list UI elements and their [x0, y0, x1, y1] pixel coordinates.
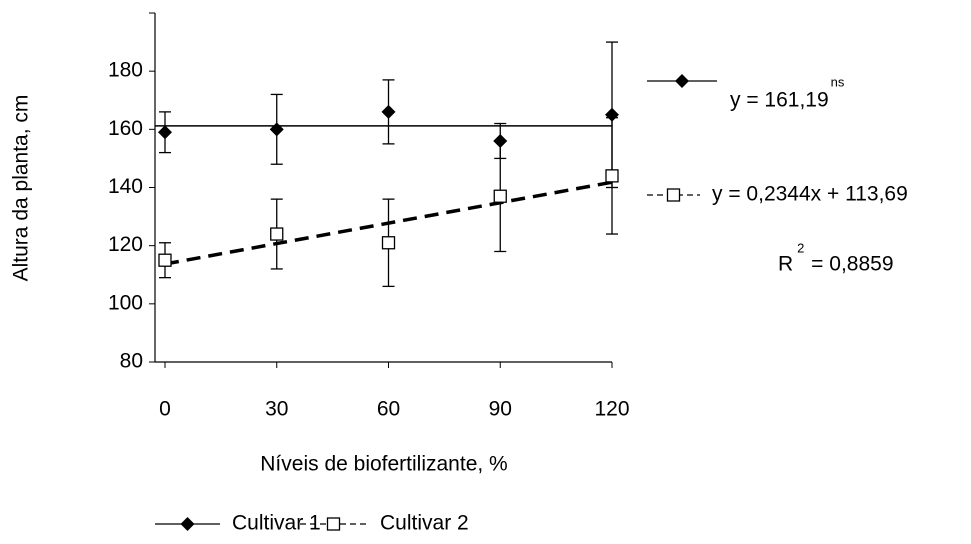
y-tick-label: 160: [108, 117, 143, 140]
trendline-equation: y = 161,19: [730, 89, 829, 112]
y-tick-label: 180: [108, 59, 143, 82]
point: [270, 227, 284, 241]
trendline-equation: y = 0,2344x + 113,69: [712, 183, 908, 206]
y-tick-label: 140: [108, 175, 143, 198]
x-axis-label: Níveis de biofertilizante, %: [260, 453, 507, 476]
point: [605, 169, 619, 183]
point: [158, 125, 172, 140]
legend-label: Cultivar 1: [232, 512, 321, 535]
y-tick-label: 80: [120, 350, 143, 373]
trendline-superscript: ns: [831, 74, 845, 89]
r2-superscript: 2: [797, 240, 804, 255]
point: [158, 253, 172, 267]
point: [269, 122, 284, 137]
legend-marker: [666, 188, 681, 202]
legend-marker: [675, 74, 689, 88]
y-tick-label: 100: [108, 291, 143, 314]
legend-marker: [180, 517, 195, 531]
y-axis-label: Altura da planta, cm: [10, 95, 33, 282]
x-tick-label: 90: [489, 398, 512, 421]
point: [493, 189, 507, 203]
r2-value: = 0,8859: [811, 253, 893, 276]
x-tick-label: 120: [594, 398, 629, 421]
r2-label: R: [778, 253, 793, 276]
point: [381, 104, 396, 119]
x-tick-label: 60: [377, 398, 400, 421]
y-tick-label: 120: [108, 233, 143, 256]
legend-marker: [326, 517, 341, 531]
point: [381, 236, 396, 250]
legend-label: Cultivar 2: [380, 512, 469, 535]
x-tick-label: 0: [159, 398, 171, 421]
x-tick-label: 30: [265, 398, 288, 421]
